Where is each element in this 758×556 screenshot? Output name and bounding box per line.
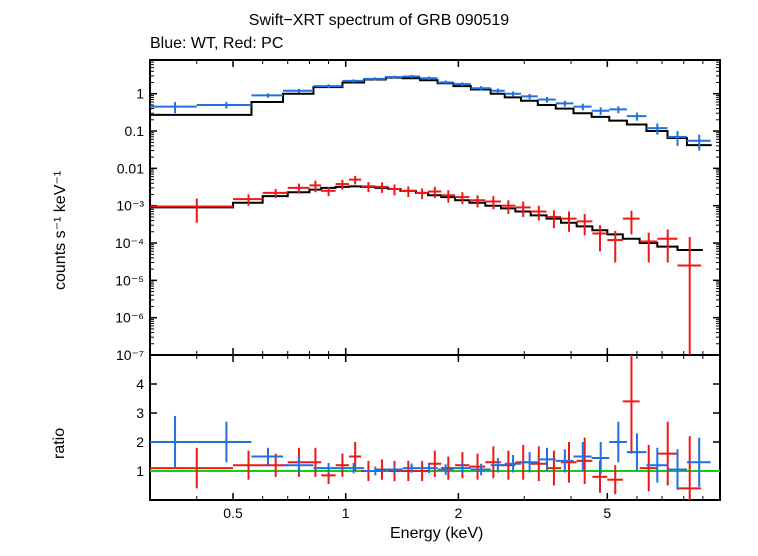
chart-svg: 10⁻⁷ 10⁻⁶ 10⁻⁵ 10⁻⁴ 10⁻³ 0.01 0.1 1 1 2 3 4 0.5 1 2 5 [0, 0, 758, 556]
svg-text:10⁻⁷: 10⁻⁷ [116, 347, 144, 363]
svg-text:1: 1 [136, 86, 144, 102]
svg-text:5: 5 [603, 505, 611, 521]
svg-text:10⁻³: 10⁻³ [116, 198, 144, 214]
svg-text:2: 2 [136, 434, 144, 450]
svg-text:0.5: 0.5 [223, 505, 243, 521]
svg-text:10⁻⁵: 10⁻⁵ [115, 272, 144, 288]
svg-text:2: 2 [454, 505, 462, 521]
svg-text:0.1: 0.1 [125, 123, 145, 139]
svg-text:10⁻⁶: 10⁻⁶ [115, 310, 144, 326]
svg-text:3: 3 [136, 405, 144, 421]
svg-text:0.01: 0.01 [117, 160, 144, 176]
svg-text:1: 1 [342, 505, 350, 521]
svg-text:1: 1 [136, 463, 144, 479]
svg-text:4: 4 [136, 376, 144, 392]
svg-text:10⁻⁴: 10⁻⁴ [115, 235, 144, 251]
